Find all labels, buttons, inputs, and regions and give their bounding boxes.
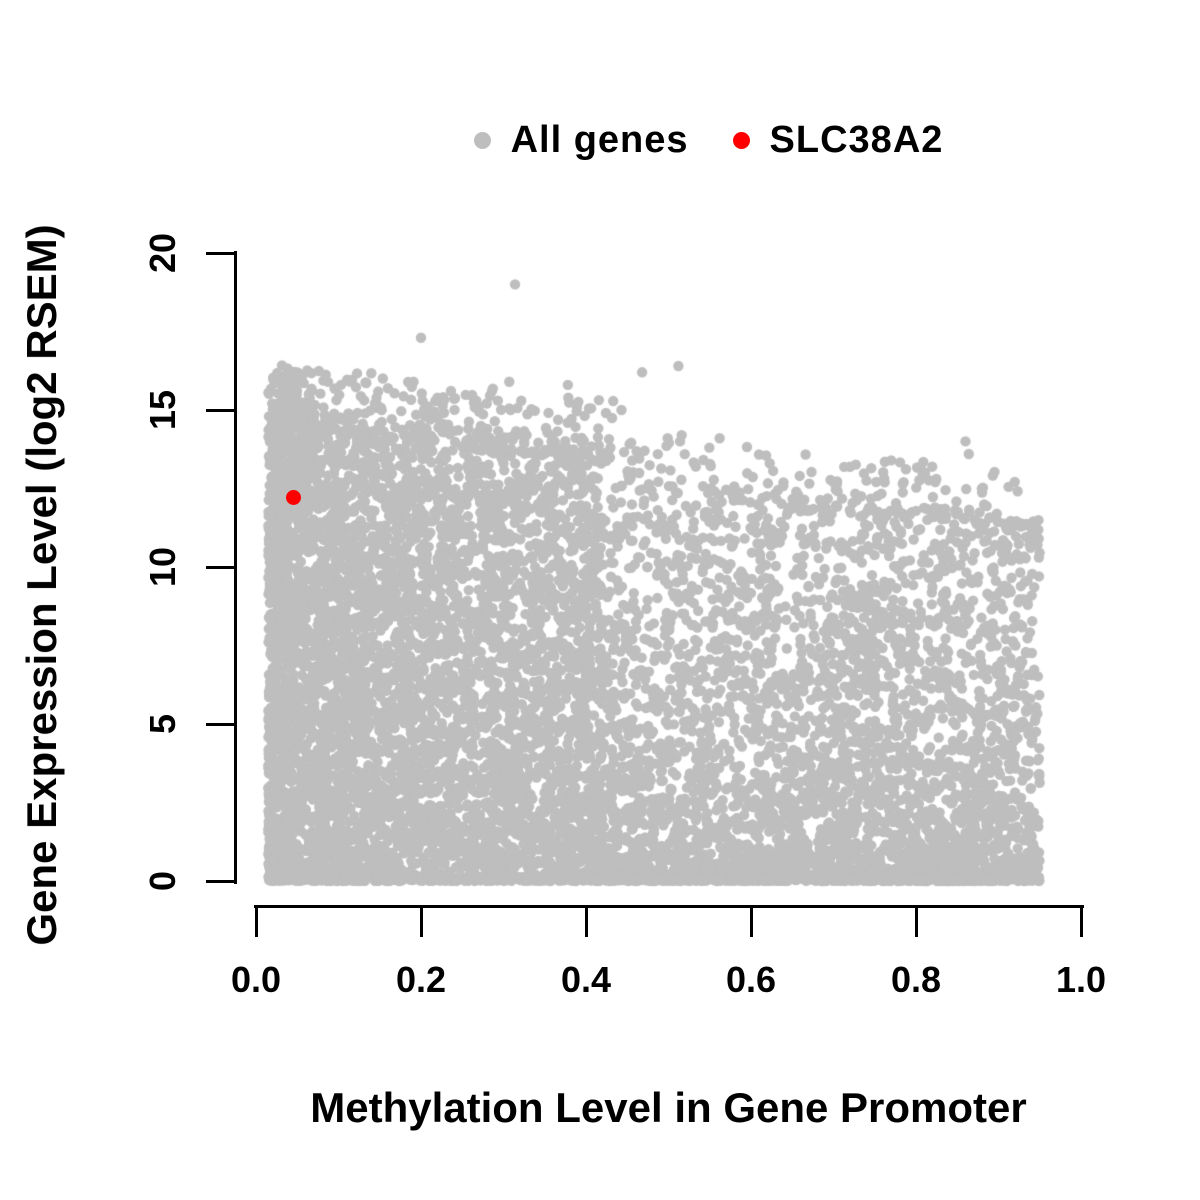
legend-label-slc38a2: SLC38A2	[769, 118, 944, 161]
y-tick-label-0: 0	[142, 870, 183, 892]
x-tick-mark-0.0	[254, 905, 258, 937]
x-axis-line	[254, 905, 1084, 908]
y-tick-mark-15	[206, 408, 237, 412]
y-tick-mark-10	[206, 565, 237, 569]
slc38a2-point	[286, 490, 302, 506]
slc38a2-dot-icon	[732, 131, 750, 149]
x-tick-mark-0.8	[914, 905, 918, 937]
y-tick-label-10: 10	[142, 546, 183, 588]
x-tick-label-0.6: 0.6	[725, 959, 777, 1000]
legend-item-slc38a2: SLC38A2	[732, 118, 944, 162]
legend: All genes SLC38A2	[256, 114, 1121, 166]
x-axis-title: Methylation Level in Gene Promoter	[310, 1084, 1027, 1131]
x-tick-label-0.0: 0.0	[230, 959, 282, 1000]
x-tick-label-0.4: 0.4	[560, 959, 612, 1000]
x-tick-label-1.0: 1.0	[1055, 959, 1107, 1000]
y-tick-label-20: 20	[142, 232, 183, 274]
y-tick-mark-0	[206, 879, 237, 883]
legend-label-all-genes: All genes	[510, 118, 689, 161]
y-tick-mark-5	[206, 722, 237, 726]
x-tick-mark-0.4	[584, 905, 588, 937]
y-tick-label-5: 5	[142, 713, 183, 735]
legend-item-all-genes: All genes	[473, 118, 689, 162]
y-tick-label-15: 15	[142, 389, 183, 431]
x-tick-label-0.2: 0.2	[395, 959, 447, 1000]
x-tick-mark-0.6	[749, 905, 753, 937]
y-tick-mark-20	[206, 251, 237, 255]
y-axis-title: Gene Expression Level (log2 RSEM)	[18, 224, 65, 946]
x-tick-mark-0.2	[419, 905, 423, 937]
all-genes-dot-icon	[473, 131, 491, 149]
x-tick-label-0.8: 0.8	[890, 959, 942, 1000]
x-tick-mark-1.0	[1079, 905, 1083, 937]
